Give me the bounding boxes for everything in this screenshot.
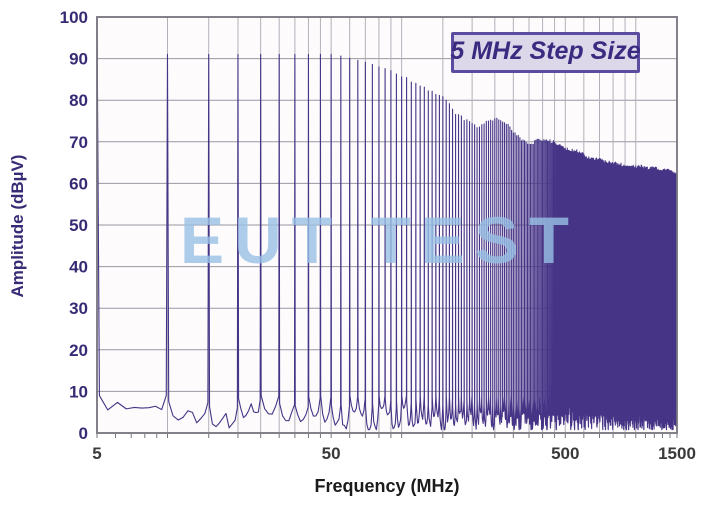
- y-tick-label: 10: [69, 382, 88, 401]
- y-tick-label: 60: [69, 174, 88, 193]
- y-tick-label: 50: [69, 216, 88, 235]
- y-tick-label: 70: [69, 133, 88, 152]
- y-tick-label: 20: [69, 341, 88, 360]
- y-tick-label: 100: [60, 8, 88, 27]
- y-tick-label: 80: [69, 91, 88, 110]
- y-tick-label: 0: [79, 424, 88, 443]
- x-tick-label: 500: [551, 444, 579, 463]
- y-axis-title: Amplitude (dBµV): [8, 154, 27, 298]
- x-axis-title: Frequency (MHz): [314, 476, 460, 496]
- x-tick-label: 1500: [658, 444, 696, 463]
- y-tick-label: 40: [69, 258, 88, 277]
- x-tick-label: 50: [322, 444, 341, 463]
- y-tick-label: 30: [69, 299, 88, 318]
- legend-box: 5 MHz Step Size: [450, 32, 641, 73]
- legend-label: 5 MHz Step Size: [450, 37, 641, 65]
- y-tick-label: 90: [69, 50, 88, 69]
- x-tick-label: 5: [92, 444, 101, 463]
